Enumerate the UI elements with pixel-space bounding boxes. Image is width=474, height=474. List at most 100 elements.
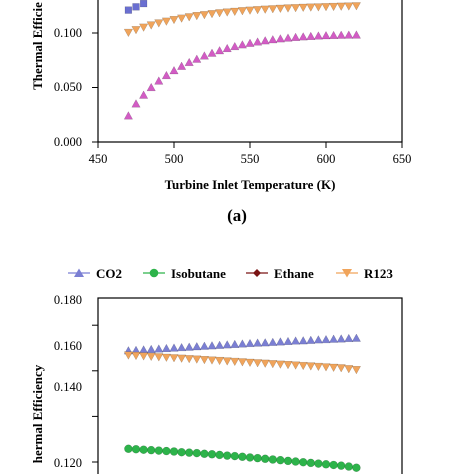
data-point-b-isobutane-27 bbox=[329, 460, 338, 470]
data-point-b-co2-2 bbox=[138, 345, 149, 354]
data-point-b-co2-22 bbox=[290, 336, 301, 345]
data-point-a-series-2-1 bbox=[131, 99, 141, 108]
data-point-b-co2-17 bbox=[252, 338, 263, 347]
data-point-b-isobutane-2 bbox=[139, 445, 148, 454]
data-point-b-isobutane-5 bbox=[162, 446, 171, 456]
legend-item-isobutane: Isobutane bbox=[143, 266, 226, 281]
data-point-b-co2-6 bbox=[169, 343, 179, 352]
data-point-b-co2-10 bbox=[199, 341, 210, 350]
data-point-a-series-1-18 bbox=[260, 5, 270, 14]
data-point-a-series-2-29 bbox=[344, 30, 354, 39]
data-point-b-isobutane-10 bbox=[200, 449, 209, 459]
data-point-b-isobutane-7 bbox=[177, 447, 186, 457]
data-point-a-series-1-14 bbox=[230, 7, 240, 17]
data-point-a-series-1-24 bbox=[306, 3, 316, 12]
data-point-a-series-1-17 bbox=[252, 6, 263, 15]
legend-marker-ethane bbox=[253, 269, 261, 277]
data-point-a-series-2-22 bbox=[290, 32, 301, 41]
data-point-b-r123-12 bbox=[214, 356, 225, 366]
data-point-b-co2-24 bbox=[306, 335, 316, 344]
data-point-b-isobutane-11 bbox=[207, 449, 217, 459]
data-point-a-series-1-26 bbox=[321, 3, 331, 12]
data-point-a-series-1-3 bbox=[146, 21, 156, 30]
data-point-b-co2-18 bbox=[260, 338, 270, 347]
data-point-a-series-1-21 bbox=[283, 4, 293, 13]
data-point-b-r123-19 bbox=[268, 360, 278, 369]
legend-label-r123: R123 bbox=[364, 266, 393, 281]
data-point-a-series-1-15 bbox=[237, 7, 248, 16]
data-point-a-series-2-6 bbox=[169, 65, 179, 75]
data-point-a-series-1-23 bbox=[298, 3, 308, 13]
x-tick-label-a-2: 550 bbox=[241, 152, 260, 166]
data-point-b-r123-15 bbox=[237, 358, 248, 367]
data-point-a-series-2-11 bbox=[207, 48, 217, 57]
data-point-b-isobutane-15 bbox=[238, 452, 247, 462]
data-point-b-co2-16 bbox=[245, 338, 255, 348]
data-point-b-r123-22 bbox=[290, 361, 301, 370]
data-point-a-series-1-22 bbox=[290, 4, 301, 13]
legend-label-co2: CO2 bbox=[96, 266, 122, 281]
data-point-b-r123-14 bbox=[230, 357, 240, 367]
data-points-a bbox=[123, 0, 362, 120]
legend-marker-isobutane bbox=[149, 268, 159, 278]
y-axis-ticks-b bbox=[92, 324, 98, 463]
data-point-a-series-2-3 bbox=[146, 82, 156, 92]
legend-item-ethane: Ethane bbox=[246, 266, 314, 281]
data-point-a-series-1-7 bbox=[176, 14, 187, 23]
data-point-a-series-1-13 bbox=[222, 8, 232, 17]
data-point-a-series-1-8 bbox=[184, 13, 194, 22]
data-point-b-r123-3 bbox=[146, 352, 156, 362]
data-point-b-co2-8 bbox=[184, 342, 194, 351]
x-tick-label-a-3: 600 bbox=[317, 152, 336, 166]
y-axis-title-b: hermal Efficiency bbox=[30, 364, 45, 463]
data-point-a-series-2-9 bbox=[192, 54, 202, 63]
x-axis-title-a: Turbine Inlet Temperature (K) bbox=[165, 177, 336, 192]
data-point-b-r123-6 bbox=[169, 354, 179, 363]
data-point-b-co2-26 bbox=[321, 334, 331, 344]
data-point-b-co2-21 bbox=[283, 336, 293, 345]
data-point-a-series-2-14 bbox=[230, 41, 240, 51]
legend-label-ethane: Ethane bbox=[274, 266, 314, 281]
data-point-a-series-1-27 bbox=[328, 2, 339, 12]
data-point-b-isobutane-20 bbox=[276, 455, 285, 465]
data-point-a-series-0-2 bbox=[139, 0, 148, 8]
data-point-b-r123-13 bbox=[222, 357, 232, 366]
data-points-b bbox=[123, 333, 362, 472]
data-point-b-isobutane-6 bbox=[169, 447, 179, 456]
data-point-a-series-2-28 bbox=[336, 30, 346, 39]
data-point-a-series-2-8 bbox=[184, 57, 194, 67]
data-point-b-r123-11 bbox=[207, 356, 217, 365]
data-point-b-isobutane-16 bbox=[245, 453, 255, 462]
data-point-a-series-2-27 bbox=[328, 30, 339, 40]
x-tick-label-a-0: 450 bbox=[89, 152, 108, 166]
data-point-a-series-2-16 bbox=[245, 38, 255, 47]
data-point-b-isobutane-1 bbox=[131, 444, 141, 454]
data-point-b-co2-12 bbox=[214, 340, 225, 349]
data-point-a-series-2-18 bbox=[260, 36, 270, 45]
data-point-a-series-1-0 bbox=[123, 28, 134, 38]
data-point-b-co2-28 bbox=[336, 334, 346, 343]
data-point-b-isobutane-21 bbox=[283, 456, 293, 466]
data-point-b-co2-13 bbox=[222, 340, 232, 349]
data-point-a-series-1-2 bbox=[138, 23, 149, 32]
y-tick-label-b-3: 0.180 bbox=[54, 293, 82, 307]
legend-marker-r123 bbox=[342, 269, 352, 278]
data-point-b-co2-5 bbox=[161, 343, 172, 353]
data-point-b-r123-29 bbox=[344, 365, 354, 374]
x-tick-label-a-1: 500 bbox=[165, 152, 184, 166]
data-point-a-series-1-16 bbox=[245, 6, 255, 15]
data-point-b-co2-29 bbox=[344, 333, 354, 343]
data-point-b-r123-27 bbox=[328, 363, 339, 373]
data-point-b-isobutane-24 bbox=[306, 458, 316, 468]
data-point-a-series-2-23 bbox=[298, 32, 308, 41]
y-axis-ticks-a bbox=[92, 32, 98, 143]
data-point-a-series-1-29 bbox=[344, 2, 354, 11]
data-point-b-co2-9 bbox=[192, 341, 202, 351]
data-point-a-series-1-25 bbox=[313, 3, 324, 12]
data-point-b-r123-28 bbox=[336, 364, 346, 373]
data-point-a-series-2-2 bbox=[138, 90, 149, 99]
data-point-b-isobutane-30 bbox=[352, 463, 361, 472]
data-point-b-co2-7 bbox=[176, 342, 187, 352]
data-point-a-series-1-6 bbox=[169, 15, 179, 25]
data-point-a-series-1-11 bbox=[207, 10, 217, 19]
